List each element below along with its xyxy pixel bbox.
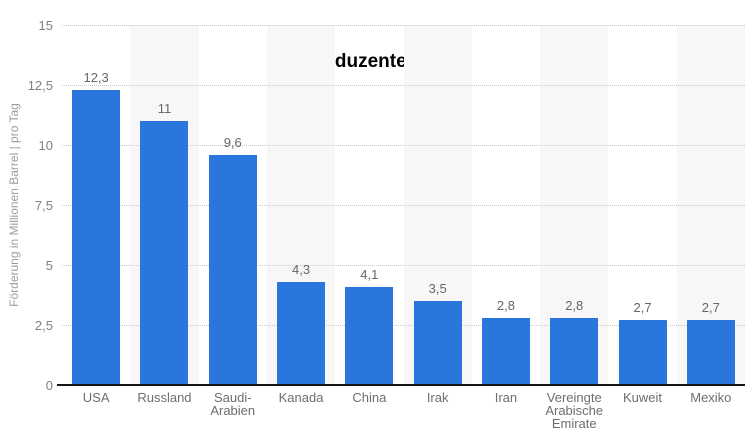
x-category-label: Irak	[426, 390, 449, 405]
bar-value-label: 2,8	[496, 297, 515, 313]
bar	[413, 301, 462, 385]
gridline	[62, 25, 745, 26]
y-tick-label: 7,5	[34, 198, 53, 213]
x-category-label: China	[352, 390, 387, 405]
x-category-label: Vereingte Arabische Emirate	[545, 390, 604, 431]
bar	[277, 281, 326, 385]
y-tick-label: 0	[45, 378, 53, 393]
bar	[345, 286, 394, 385]
x-category-label: Kuweit	[623, 390, 663, 405]
y-axis-tick-labels: 0 2,5 5 7,5 10 12,5 15	[0, 18, 53, 393]
x-category-label: Saudi-Arabien	[210, 390, 256, 418]
x-category-label: USA	[82, 390, 110, 405]
bar	[481, 317, 530, 385]
bar	[686, 320, 735, 385]
gridline	[62, 265, 745, 266]
x-category-label: Kanada	[278, 390, 324, 405]
y-tick-label: 12,5	[27, 78, 53, 93]
plot-area: 12,3 11 9,6 4,3 4,1 3,5 2,8 2,8 2,7 2,7	[62, 25, 745, 385]
y-tick-label: 15	[38, 18, 53, 33]
gridline	[62, 325, 745, 326]
bar	[618, 320, 667, 385]
x-category-label: Russland	[137, 390, 192, 405]
bar-value-label: 4,3	[292, 261, 311, 277]
y-tick-label: 10	[38, 138, 53, 153]
bar-value-label: 2,8	[565, 297, 584, 313]
gridline	[62, 85, 745, 86]
bar	[140, 121, 189, 385]
y-tick-label: 2,5	[34, 318, 53, 333]
gridline	[62, 205, 745, 206]
bar	[550, 317, 599, 385]
x-category-label: Iran	[494, 390, 518, 405]
bar-value-label: 11	[157, 101, 172, 116]
bar-value-label: 4,1	[360, 266, 379, 282]
bar	[72, 89, 121, 385]
y-tick-label: 5	[45, 258, 53, 273]
x-category-label: Mexiko	[690, 390, 732, 405]
x-axis-category-labels: USA Russland Saudi-Arabien Kanada China Irak I…	[62, 391, 745, 439]
bar-value-label: 2,7	[633, 300, 652, 316]
bar-value-label: 12,3	[83, 69, 109, 85]
bar-value-label: 3,5	[428, 281, 447, 296]
bar-value-label: 9,6	[223, 134, 242, 150]
bar	[208, 154, 257, 385]
bar-value-label: 2,7	[701, 300, 720, 316]
x-axis-line	[57, 384, 745, 386]
gridline	[62, 145, 745, 146]
